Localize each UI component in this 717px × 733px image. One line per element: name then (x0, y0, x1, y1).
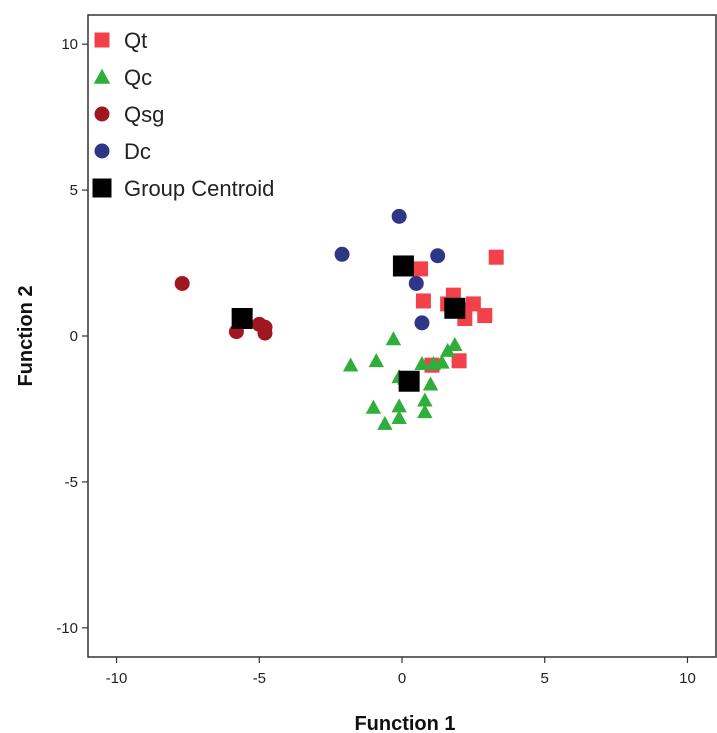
point-qc (377, 415, 393, 430)
point-dc (430, 248, 446, 264)
point-qc (439, 342, 456, 357)
point-qt (488, 249, 504, 265)
point-qsg (257, 325, 273, 341)
point-group-centroid (444, 297, 466, 319)
y-tick-label: -10 (56, 620, 78, 637)
point-qc (391, 410, 407, 425)
point-group-centroid (392, 255, 414, 277)
legend-marker-qc (93, 68, 111, 84)
y-tick-label: 5 (70, 182, 78, 199)
point-qc (417, 392, 433, 407)
plot-area (87, 14, 717, 658)
legend: Qt Qc Qsg Dc Group Centroid (92, 28, 274, 201)
legend-marker-qt (94, 32, 110, 48)
legend-marker-dc (94, 143, 110, 159)
point-qc (422, 376, 439, 391)
axis-ticks: -10 -5 0 5 10 -10 -5 0 5 10 (56, 36, 695, 687)
y-tick-label: 10 (61, 36, 78, 53)
y-axis-title: Function 2 (15, 285, 37, 386)
legend-label-qc: Qc (124, 65, 152, 90)
legend-marker-qsg (94, 106, 110, 122)
y-tick-label: -5 (65, 474, 78, 491)
x-axis-title: Function 1 (354, 713, 455, 733)
point-qc (417, 404, 433, 419)
point-qc (385, 331, 402, 346)
point-qsg (174, 275, 190, 291)
x-tick-label: 5 (541, 670, 549, 687)
point-dc (391, 208, 407, 224)
point-dc (414, 315, 430, 331)
x-tick-label: -5 (253, 670, 266, 687)
point-qc (414, 356, 430, 371)
point-qt (415, 293, 431, 309)
point-qc (434, 354, 450, 369)
point-qc (391, 398, 407, 413)
data-points (174, 208, 504, 430)
point-dc (408, 275, 424, 291)
legend-label-qt: Qt (124, 28, 147, 53)
legend-marker-group-centroid (92, 178, 112, 198)
point-qc (447, 337, 463, 352)
legend-label-dc: Dc (124, 139, 151, 164)
point-group-centroid (398, 370, 420, 392)
point-qc (368, 353, 385, 368)
point-qt (413, 261, 429, 277)
x-tick-label: 10 (679, 670, 696, 687)
legend-label-group-centroid: Group Centroid (124, 176, 274, 201)
point-qc (342, 357, 359, 372)
point-qt (451, 353, 467, 369)
point-dc (334, 246, 350, 262)
point-qt (465, 296, 481, 312)
point-qt (477, 308, 493, 324)
legend-label-qsg: Qsg (124, 102, 164, 127)
x-tick-label: 0 (398, 670, 406, 687)
x-tick-label: -10 (106, 670, 128, 687)
point-group-centroid (231, 307, 253, 329)
y-tick-label: 0 (70, 328, 78, 345)
point-qc (365, 399, 382, 414)
